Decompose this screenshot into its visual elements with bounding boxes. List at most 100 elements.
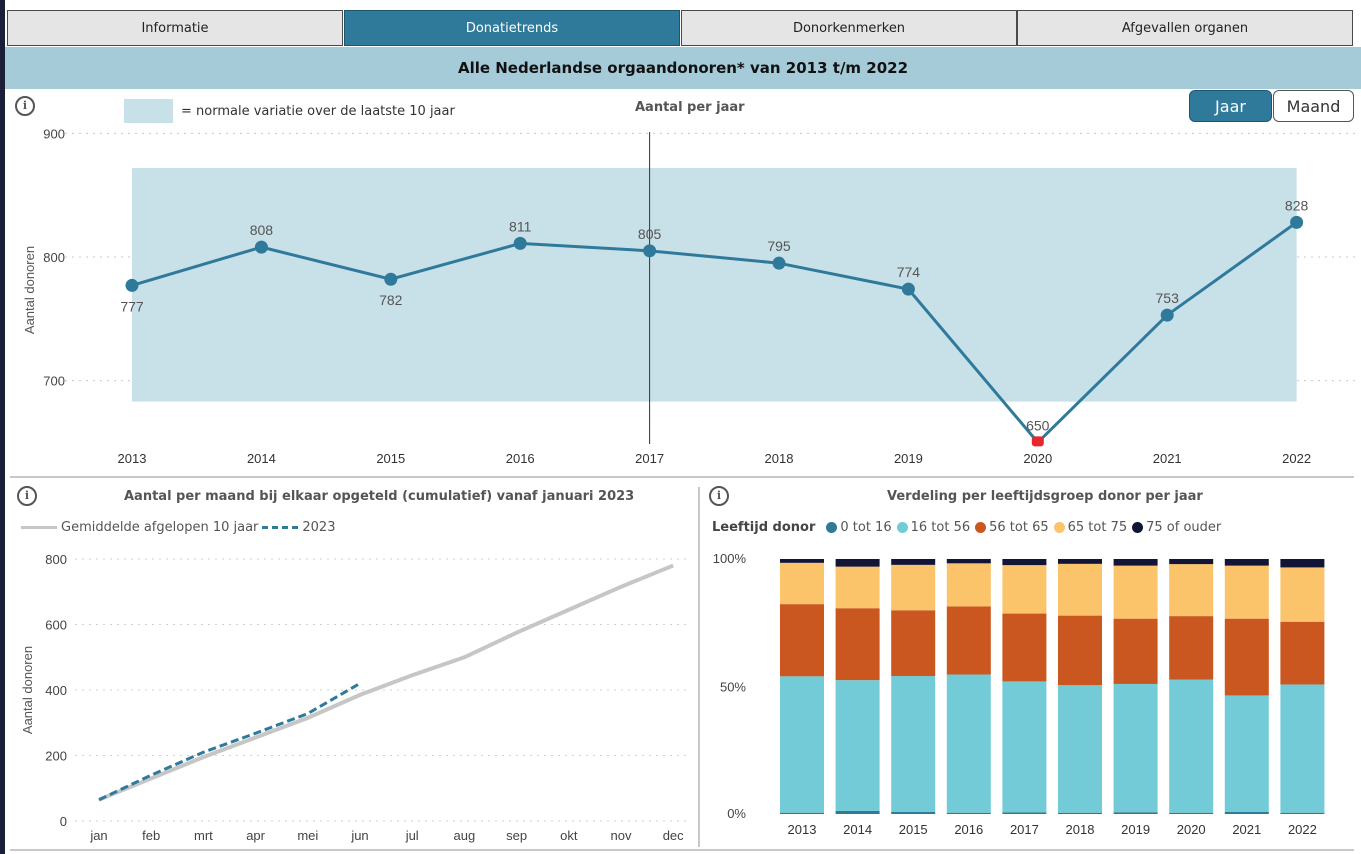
data-label: 828 [1285,197,1309,213]
y-tick-label: 0% [727,806,746,821]
bar-segment [780,562,824,605]
bar-segment [891,676,936,812]
bar-segment [1224,811,1269,814]
bar-segment [835,810,880,814]
bar-segment [1002,559,1047,566]
y-tick-label: 0 [60,814,67,829]
x-tick-label: nov [611,828,632,843]
tab-bar: Informatie Donatietrends Donorkenmerken … [5,0,1361,47]
bar-segment [1113,565,1158,619]
age-legend-dot-3 [1053,522,1065,533]
divider-vertical [698,487,700,847]
bar-segment [1169,812,1214,814]
bar-segment [946,559,991,564]
x-tick-label: aug [454,828,476,843]
x-tick-label: 2021 [1232,822,1261,837]
tab-afgevallen-organen[interactable]: Afgevallen organen [1017,10,1353,46]
x-tick-label: 2020 [1177,822,1206,837]
jaar-toggle-button[interactable]: Jaar [1189,90,1272,122]
x-tick-label: 2016 [506,451,535,466]
data-point [384,272,398,286]
band-legend: = normale variatie over de laatste 10 ja… [124,99,455,123]
band-swatch [124,99,173,123]
dashboard: Informatie Donatietrends Donorkenmerken … [5,0,1361,854]
x-tick-label: 2014 [247,451,276,466]
divider-top [10,476,1354,478]
y-tick-label: 700 [43,374,65,389]
bar-segment [1058,559,1102,564]
y-tick-label: 100% [713,551,747,566]
legend-2023-swatch [262,526,299,529]
y-tick-label: 600 [45,618,67,633]
bar-segment [780,559,824,563]
x-tick-label: okt [560,828,578,843]
x-tick-label: 2015 [899,822,928,837]
y-tick-label: 400 [45,683,67,698]
bar-segment [780,812,824,814]
tab-donorkenmerken[interactable]: Donorkenmerken [681,10,1017,46]
bar-segment [835,680,880,811]
x-tick-label: 2017 [635,451,664,466]
x-tick-label: 2013 [118,451,147,466]
bar-segment [780,676,824,813]
age-legend-label-0: 0 tot 16 [840,520,892,535]
info-icon-top[interactable]: i [15,96,35,116]
data-label: 782 [379,292,403,308]
data-label: 811 [509,218,532,234]
age-legend: Leeftijd donor 0 tot 16 16 tot 56 56 tot… [712,520,1221,535]
age-legend-label-2: 56 tot 65 [989,520,1049,535]
info-icon-cumulative[interactable]: i [17,486,37,506]
x-tick-label: 2016 [954,822,983,837]
page-title: Alle Nederlandse orgaandonoren* van 2013… [5,47,1361,89]
x-tick-label: sep [506,828,527,843]
x-tick-label: dec [663,828,684,843]
data-point [125,278,139,292]
age-legend-dot-4 [1132,522,1144,533]
x-tick-label: 2019 [894,451,923,466]
data-point [1290,215,1304,229]
bar-segment [946,674,991,813]
bar-segment [1113,812,1158,814]
tab-donatietrends[interactable]: Donatietrends [344,10,680,46]
x-tick-label: 2015 [376,451,405,466]
band-legend-label: = normale variatie over de laatste 10 ja… [181,103,455,119]
x-tick-label: 2013 [788,822,817,837]
data-label: 808 [250,222,274,238]
age-stacked-bar-chart: 100% 50% 0% 2013 2014 2015 2016 2017 2018 2019 202… [713,551,1325,837]
x-tick-label: 2018 [765,451,794,466]
bar-segment [946,812,991,814]
bar-segment [891,564,936,611]
data-point [254,240,268,254]
x-tick-label: mrt [194,828,213,843]
age-legend-label-4: 75 of ouder [1146,520,1222,535]
bar-segment [780,604,824,677]
series-line-2023 [98,682,361,802]
y-tick-label: 900 [43,126,65,141]
bar-segment [1280,567,1325,622]
bar-segment [1002,613,1047,682]
age-legend-title: Leeftijd donor [712,520,816,535]
data-point [1160,308,1174,322]
divider-bottom [10,849,1354,851]
bar-segment [1113,618,1158,684]
y-tick-label: 800 [45,552,67,567]
maand-toggle-button[interactable]: Maand [1273,90,1354,122]
bar-segment [1280,559,1325,568]
bar-segment [891,811,936,814]
age-legend-label-3: 65 tot 75 [1067,520,1128,535]
age-legend-dot-2 [975,522,987,533]
info-icon-age[interactable]: i [709,486,729,506]
x-tick-label: 2018 [1066,822,1095,837]
legend-2023-label: 2023 [302,520,336,535]
data-label: 795 [767,238,791,254]
y-tick-label: 50% [720,680,746,695]
bar-segment [1058,615,1102,686]
bar-segment [835,566,880,609]
bar-segment [891,610,936,677]
x-tick-label: jul [405,828,419,843]
data-point [901,282,915,296]
data-point [513,236,527,250]
age-legend-label-1: 16 tot 56 [910,520,971,535]
bar-segment [1224,559,1269,566]
tab-informatie[interactable]: Informatie [7,10,343,46]
